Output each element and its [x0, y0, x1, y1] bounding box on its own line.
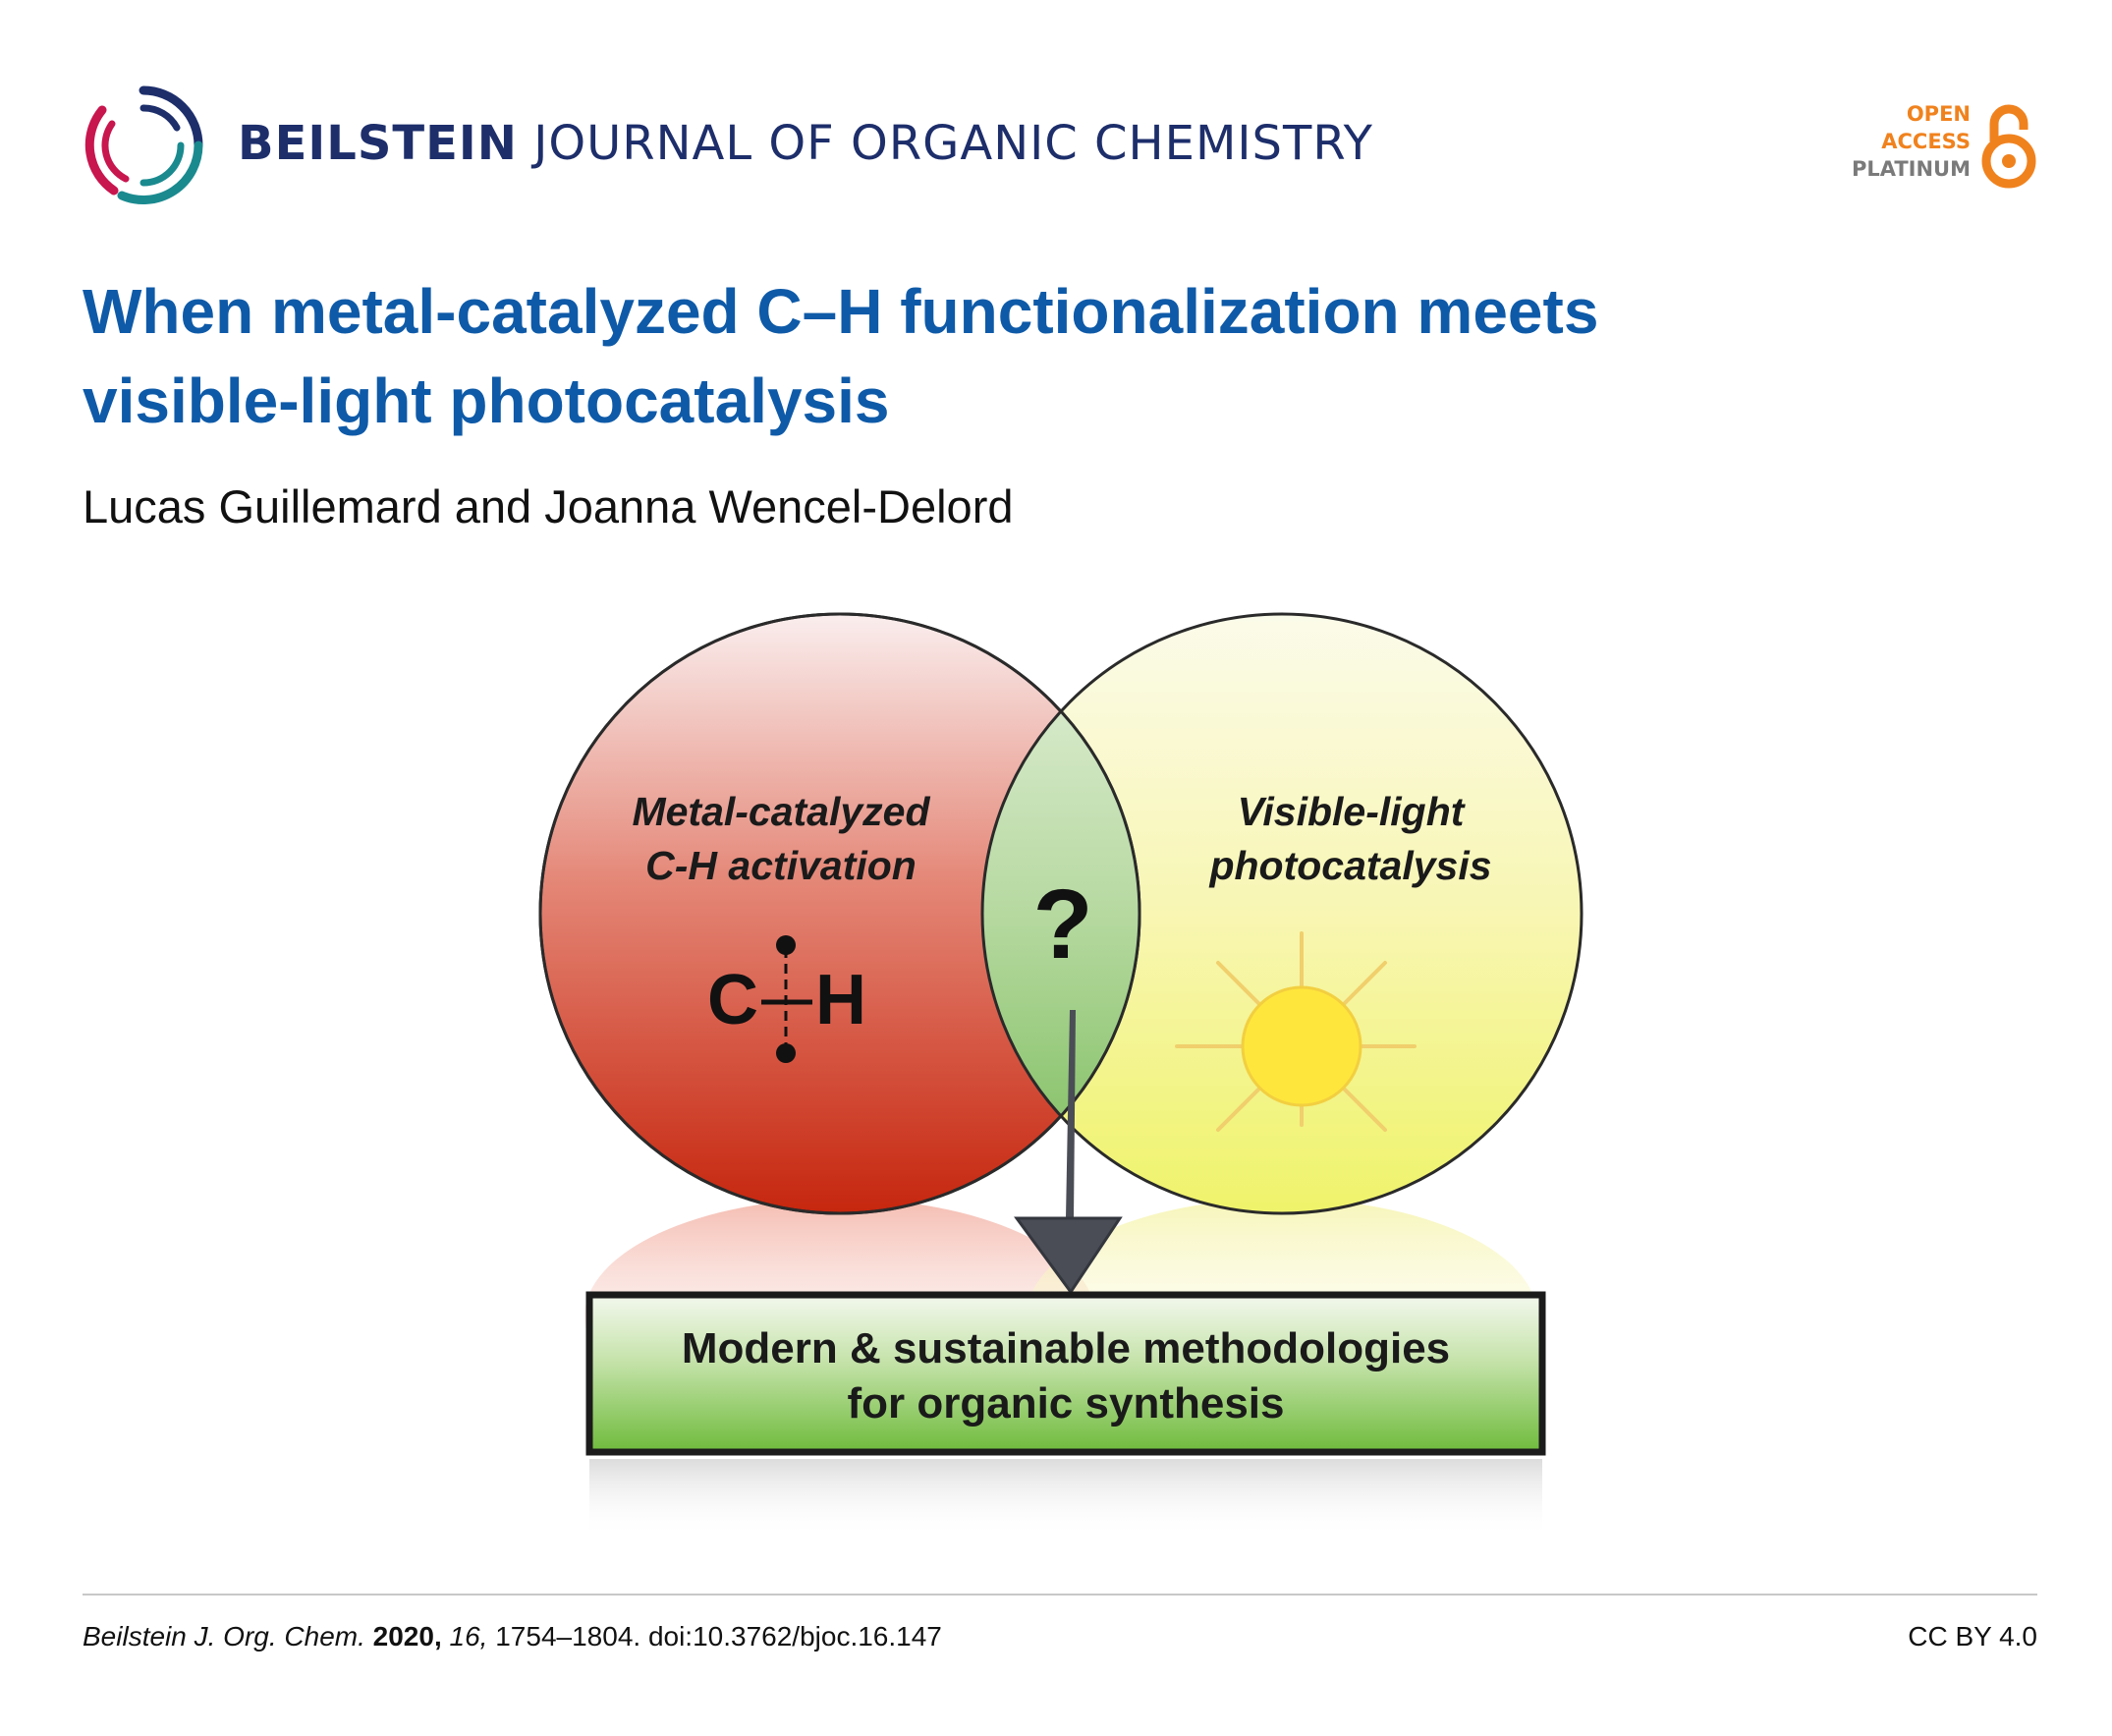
bond-atom-h: H	[815, 961, 866, 1039]
journal-name[interactable]: BEILSTEIN JOURNAL OF ORGANIC CHEMISTRY	[238, 116, 1373, 171]
oa-line-platinum: PLATINUM	[1851, 157, 1971, 181]
result-box	[585, 1291, 1546, 1456]
result-box-line-2: for organic synthesis	[847, 1379, 1284, 1428]
bond-atom-c: C	[707, 961, 758, 1039]
oa-line-access: ACCESS	[1881, 130, 1971, 153]
right-circle-label-1: Visible-light	[1238, 789, 1467, 834]
beilstein-logo-icon	[84, 85, 203, 204]
result-box-reflection	[589, 1459, 1542, 1538]
graphical-abstract: Metal-catalyzed C-H activation Visible-l…	[521, 589, 1601, 1552]
open-lock-icon	[1981, 104, 2036, 189]
title-line-1: When metal-catalyzed C–H functionalizati…	[83, 276, 1599, 347]
left-circle-label-2: C-H activation	[645, 843, 917, 888]
graphical-abstract-svg: Metal-catalyzed C-H activation Visible-l…	[538, 612, 1584, 1538]
overlap-question-mark: ?	[1032, 869, 1092, 980]
citation-journal: Beilstein J. Org. Chem.	[83, 1621, 365, 1652]
sun-icon	[1175, 931, 1417, 1132]
citation: Beilstein J. Org. Chem. 2020, 16, 1754–1…	[83, 1621, 942, 1652]
journal-brand: BEILSTEIN	[238, 116, 518, 171]
result-box-line-1: Modern & sustainable methodologies	[682, 1324, 1450, 1372]
down-arrow-icon	[1014, 1010, 1123, 1295]
ch-bond-diagram: C H	[707, 935, 866, 1063]
journal-subtitle: JOURNAL OF ORGANIC CHEMISTRY	[533, 116, 1373, 171]
article-authors: Lucas Guillemard and Joanna Wencel-Delor…	[83, 480, 1014, 532]
open-access-badge: OPEN ACCESS PLATINUM	[1851, 100, 2037, 191]
title-line-2: visible-light photocatalysis	[83, 365, 890, 436]
license-label[interactable]: CC BY 4.0	[1908, 1621, 2037, 1652]
right-circle-label-2: photocatalysis	[1208, 843, 1491, 888]
footer-divider	[83, 1594, 2037, 1596]
journal-header: BEILSTEIN JOURNAL OF ORGANIC CHEMISTRY O…	[83, 83, 2037, 210]
left-circle-label-1: Metal-catalyzed	[632, 789, 930, 834]
article-title: When metal-catalyzed C–H functionalizati…	[83, 267, 2008, 446]
citation-pages-doi[interactable]: 1754–1804. doi:10.3762/bjoc.16.147	[495, 1621, 942, 1652]
oa-line-open: OPEN	[1906, 102, 1971, 126]
citation-year: 2020,	[372, 1621, 442, 1652]
citation-volume: 16,	[449, 1621, 488, 1652]
